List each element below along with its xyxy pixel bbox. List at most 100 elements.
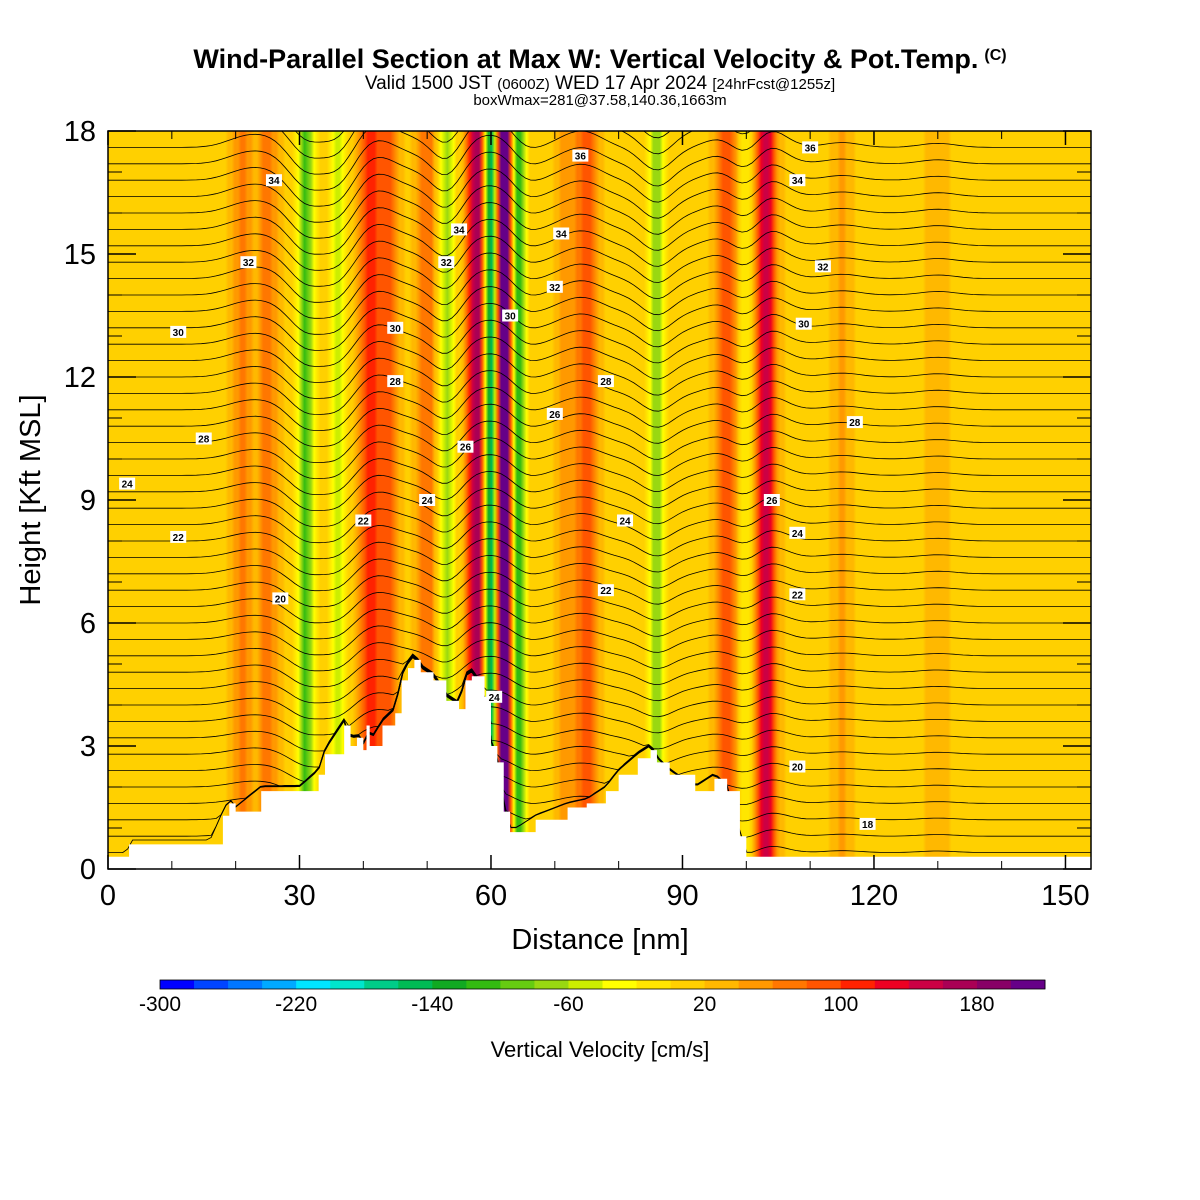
colorbar-swatch [500, 980, 535, 989]
isentrope-value: 26 [549, 410, 561, 421]
isentrope-label: 30 [170, 325, 187, 339]
label-backdrop [438, 256, 455, 269]
isentrope-value: 36 [575, 152, 587, 163]
isentrope-value: 20 [792, 763, 804, 774]
isentrope-line [108, 319, 1091, 367]
isentrope-line [108, 538, 1091, 576]
colorbar-swatch [160, 980, 195, 989]
label-backdrop [387, 375, 404, 388]
colorbar-tick-label: -140 [411, 993, 453, 1016]
colorbar-swatch [330, 980, 365, 989]
y-tick-label: 15 [64, 239, 96, 271]
isentrope-label: 30 [502, 309, 519, 323]
isentrope-label: 20 [272, 592, 289, 605]
isentrope-value: 30 [798, 320, 810, 331]
label-backdrop [789, 760, 806, 773]
y-axis-title: Height [Kft MSL] [15, 394, 47, 605]
isentrope-label: 36 [572, 149, 589, 163]
isentrope-value: 32 [243, 258, 255, 269]
isentrope-value: 32 [441, 258, 453, 269]
isentrope-label: 28 [387, 375, 404, 388]
label-backdrop [789, 174, 806, 187]
isentrope-line [108, 655, 1091, 768]
x-tick-label: 30 [283, 880, 315, 912]
isentrope-line [108, 420, 1091, 463]
isentrope-label: 24 [789, 526, 806, 540]
valid-utc: (0600Z) [497, 76, 550, 93]
y-tick-label: 18 [64, 116, 96, 148]
label-backdrop [617, 514, 634, 527]
colorbar-swatch [942, 980, 978, 989]
label-backdrop [763, 494, 780, 506]
isentrope-value: 32 [549, 283, 561, 294]
isentrope-line [108, 555, 1091, 592]
isentrope-line [108, 471, 1091, 511]
isentrope-line [108, 269, 1091, 319]
isentrope-line [108, 286, 1091, 335]
colorbar-tick-label: 180 [959, 993, 994, 1016]
label-backdrop [170, 530, 187, 543]
box-info: boxWmax=281@37.58,140.36,1663m [473, 92, 727, 109]
label-backdrop [502, 309, 519, 322]
label-backdrop [553, 227, 570, 240]
isentrope-label: 18 [859, 817, 876, 831]
colorbar-swatch [908, 980, 944, 989]
isentrope-value: 28 [390, 377, 402, 388]
isentrope-line [108, 252, 1091, 303]
isentrope-line [108, 202, 1091, 255]
isentrope-line [108, 218, 1091, 271]
isentrope-label: 30 [795, 317, 812, 331]
isentrope-label: 26 [546, 407, 563, 421]
isentrope-line [108, 353, 1091, 399]
isentrope-label: 28 [195, 432, 212, 446]
x-tick-label: 150 [1041, 880, 1089, 912]
label-backdrop [795, 317, 812, 330]
isentrope-line [108, 656, 1091, 806]
isentrope-line [108, 134, 1091, 191]
colorbar-tick-label: -300 [139, 993, 181, 1016]
label-backdrop [802, 141, 819, 154]
isentrope-line [108, 235, 1091, 287]
colorbar-swatch [534, 980, 569, 989]
label-backdrop [846, 416, 863, 429]
valid-date: WED 17 Apr 2024 [555, 73, 708, 94]
colorbar-swatch [228, 980, 263, 989]
colorbar-swatch [704, 980, 740, 989]
label-backdrop [597, 584, 614, 597]
chart-subtitle: Valid 1500 JST (0600Z) WED 17 Apr 2024 [… [0, 73, 1200, 95]
isentrope-label: 28 [597, 375, 614, 388]
isentrope-value: 34 [792, 176, 804, 187]
colorbar-swatch [874, 980, 910, 989]
colorbar-swatch [262, 980, 297, 989]
isentrope-value: 18 [862, 820, 874, 831]
isentrope-value: 34 [556, 230, 568, 241]
y-tick-label: 0 [80, 854, 96, 886]
isentrope-label: 36 [802, 141, 819, 154]
y-tick-label: 12 [64, 362, 96, 394]
isentrope-line [108, 504, 1091, 544]
label-backdrop [457, 440, 474, 453]
isentrope-value: 36 [805, 143, 817, 154]
y-tick-label: 3 [80, 731, 96, 763]
isentrope-label: 22 [789, 588, 806, 601]
colorbar-swatch [398, 980, 433, 989]
vertical-velocity-field [108, 131, 1091, 869]
isentrope-line [108, 454, 1091, 495]
isentrope-value: 26 [766, 496, 778, 507]
colorbar-swatch [772, 980, 808, 989]
isentrope-line [108, 168, 1091, 223]
isentrope-label: 30 [387, 321, 404, 335]
label-backdrop [486, 690, 503, 703]
colorbar-swatch [194, 980, 229, 989]
terrain [108, 659, 1091, 869]
isentrope-line [108, 654, 1091, 720]
y-tick-label: 9 [80, 485, 96, 517]
isentrope-value: 32 [817, 262, 829, 273]
isentrope-label: 32 [546, 280, 563, 294]
isentrope-line [108, 622, 1091, 656]
isentrope-value: 34 [268, 176, 280, 187]
isentrope-line [108, 588, 1091, 624]
y-tick-label: 6 [80, 608, 96, 640]
isentrope-label: 22 [170, 530, 187, 544]
